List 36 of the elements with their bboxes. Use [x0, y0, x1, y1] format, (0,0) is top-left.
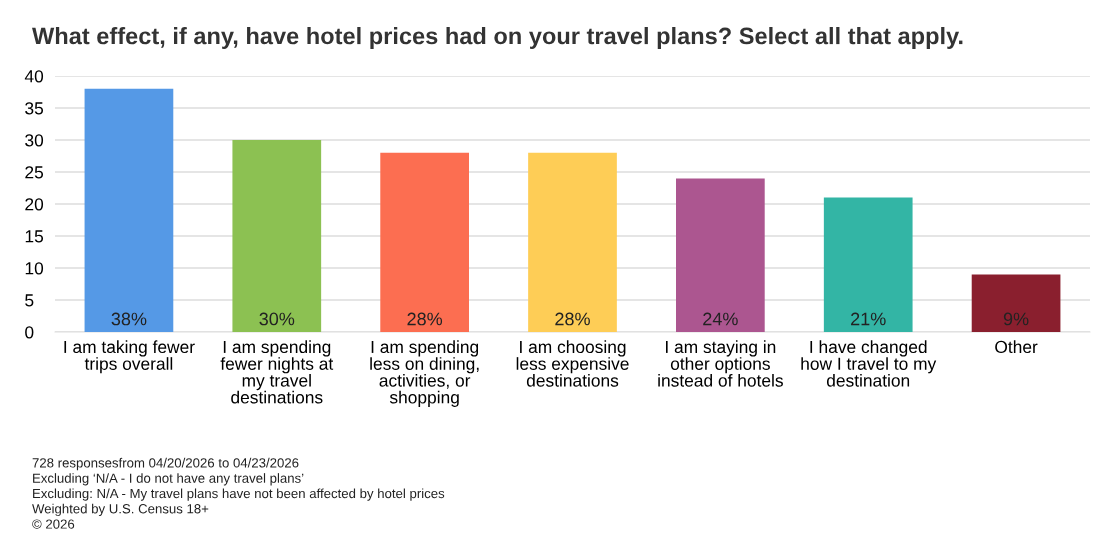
bar — [380, 152, 469, 332]
y-tick-label: 35 — [25, 102, 44, 115]
y-tick-label: 5 — [25, 294, 34, 307]
x-tick-label: I am choosing less expensive destinations — [516, 340, 629, 387]
x-tick-label: I have changed how I travel to my destination — [801, 340, 937, 387]
x-tick-label: I am taking fewer trips overall — [64, 340, 195, 374]
text: Excluding ‘N/A - I do not have any travel plans’ — [33, 473, 304, 486]
data-label: 28% — [407, 312, 443, 326]
bar — [232, 140, 322, 332]
y-tick-label: 40 — [24, 70, 44, 83]
y-tick-label: 0 — [25, 326, 34, 339]
text: 728 responsesfrom 04/20/2026 to 04/23/2026 — [32, 457, 299, 471]
data-label: 9% — [1003, 312, 1029, 326]
x-tick-label: Other — [995, 340, 1038, 354]
bar — [528, 152, 617, 332]
data-label: 21% — [851, 312, 886, 326]
y-tick-label: 25 — [25, 166, 44, 179]
data-label: 24% — [703, 312, 738, 326]
text: Weighted by U.S. Census 18+ — [32, 503, 209, 517]
y-tick-label: 15 — [25, 230, 44, 243]
chart-title: What effect, if any, have hotel prices had on your travel plans? Select all that apply. — [32, 27, 963, 49]
bar — [676, 178, 765, 332]
x-tick-label: I am spending fewer nights at my travel destinations — [220, 340, 334, 404]
data-label: 38% — [111, 312, 147, 326]
y-tick-label: 20 — [25, 198, 44, 211]
bar — [84, 88, 174, 332]
y-tick-label: 30 — [25, 134, 44, 147]
text: © 2026 — [32, 519, 75, 529]
y-tick-label: 10 — [25, 262, 44, 275]
x-tick-label: I am staying in other options instead of hotels — [658, 340, 783, 387]
bar — [971, 274, 1061, 332]
data-label: 30% — [259, 312, 295, 326]
bar — [823, 197, 913, 332]
x-tick-label: I am spending less on dining, activities, or shopping — [370, 340, 479, 407]
data-label: 28% — [555, 312, 590, 326]
text: Excluding: N/A - My travel plans have not been affected by hotel prices — [33, 488, 445, 501]
